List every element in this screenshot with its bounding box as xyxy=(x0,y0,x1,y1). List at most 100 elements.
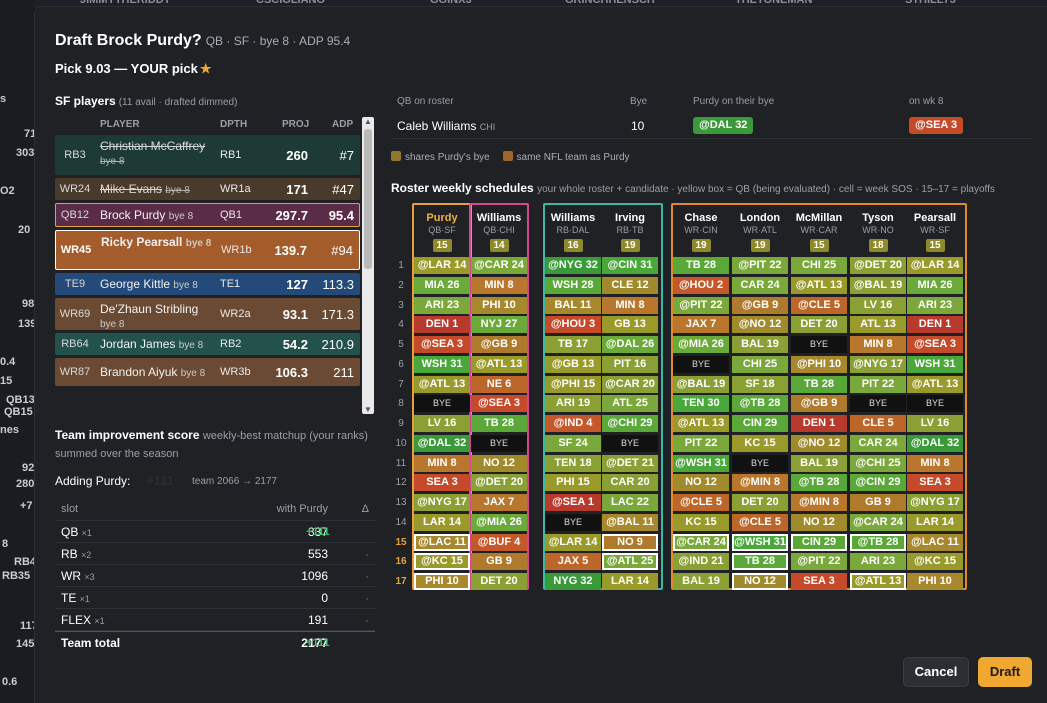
schedule-cell: @ATL 25 xyxy=(602,553,658,571)
player-proj: 297.7 xyxy=(275,207,308,223)
week-number: 16 xyxy=(395,556,407,568)
schedule-player-bye: 19 xyxy=(750,239,770,252)
week-number: 8 xyxy=(398,398,404,410)
bye-col-header: Bye xyxy=(630,96,648,107)
schedule-cell: CAR 24 xyxy=(850,434,906,452)
schedule-player-name: Williams xyxy=(550,212,596,224)
draft-button[interactable]: Draft xyxy=(978,657,1032,687)
scroll-thumb[interactable] xyxy=(364,129,372,269)
schedule-cell: @GB 9 xyxy=(471,336,527,353)
background-fragment: s xyxy=(0,93,7,105)
schedule-player-pos: RB·DAL xyxy=(556,225,590,235)
background-tab: STHILL73 xyxy=(905,0,956,6)
player-row[interactable]: WR87 Brandon Aiyuk bye 8 WR3b 106.3 211 xyxy=(55,358,360,386)
players-scrollbar[interactable]: ▲ ▼ xyxy=(362,117,374,414)
player-bye: bye 8 xyxy=(180,368,206,379)
slot-with-value: 553 xyxy=(307,547,328,561)
player-adp: 211 xyxy=(333,364,354,380)
player-name: Brock Purdy bye 8 xyxy=(100,208,194,222)
schedule-player-bye: 19 xyxy=(691,239,711,252)
schedule-cell: @GB 9 xyxy=(732,296,788,314)
schedule-cell: TB 17 xyxy=(545,336,601,353)
background-tab: GRINCHHENSCH xyxy=(565,0,655,6)
player-position: WR24 xyxy=(59,183,91,195)
schedule-cell: @CAR 20 xyxy=(602,375,658,393)
player-name: Ricky Pearsall bye 8 xyxy=(101,235,212,249)
schedule-cell: DET 20 xyxy=(471,573,527,590)
week-number: 6 xyxy=(398,358,404,370)
player-row[interactable]: TE9 George Kittle bye 8 TE1 127 113.3 xyxy=(55,273,360,295)
schedule-player-bye: 15 xyxy=(809,239,829,252)
schedule-cell: ARI 23 xyxy=(414,296,470,314)
background-fragment: 71 xyxy=(24,128,34,140)
schedule-cell: @WSH 31 xyxy=(673,454,729,472)
background-tab: CSCIGLIANO xyxy=(256,0,326,6)
schedule-cell: PHI 10 xyxy=(414,573,470,590)
schedule-player-name: McMillan xyxy=(795,212,843,224)
player-row[interactable]: WR24 Mike Evans bye 8 WR1a 171 #47 xyxy=(55,178,360,200)
week-number: 4 xyxy=(398,319,404,331)
schedule-cell: @SEA 3 xyxy=(907,336,963,353)
schedule-cell: @ATL 13 xyxy=(673,415,729,432)
player-row[interactable]: WR69 De'Zhaun Stribling bye 8 WR2a 93.1 171.… xyxy=(55,298,360,330)
player-row[interactable]: QB12 Brock Purdy bye 8 QB1 297.7 95.4 xyxy=(55,203,360,227)
schedule-cell: TB 28 xyxy=(471,415,527,432)
wk8-col-header: on wk 8 xyxy=(909,96,944,107)
schedule-cell: @MIA 26 xyxy=(673,336,729,353)
schedule-cell: ARI 19 xyxy=(545,395,601,413)
schedule-cell: @BAL 19 xyxy=(673,375,729,393)
slot-with-value: 337 xyxy=(307,525,328,539)
schedule-cell: LAR 14 xyxy=(414,513,470,531)
player-adp: #7 xyxy=(339,147,354,163)
improvement-row: FLEX ×1 191 · xyxy=(55,609,375,631)
schedule-cell: PIT 22 xyxy=(673,434,729,452)
schedule-cell: @DET 20 xyxy=(471,474,527,492)
improvement-row: TE ×1 0 · xyxy=(55,587,375,609)
background-fragment: 0.4 xyxy=(0,356,16,368)
schedule-player-bye: 14 xyxy=(489,239,509,252)
schedule-player-bye: 19 xyxy=(620,239,640,252)
player-name: George Kittle bye 8 xyxy=(100,277,198,291)
background-tab: JIMMYTHERIDDT xyxy=(80,0,171,6)
adding-value: +111 xyxy=(146,473,174,488)
schedule-cell: NYG 32 xyxy=(545,573,601,590)
schedule-cell: @CLE 5 xyxy=(673,494,729,511)
scroll-up-icon[interactable]: ▲ xyxy=(364,117,372,126)
schedule-cell: @CLE 5 xyxy=(732,513,788,531)
schedule-cell: @NYG 17 xyxy=(414,494,470,511)
schedule-cell: @CIN 31 xyxy=(602,257,658,274)
week-number: 10 xyxy=(395,437,407,449)
adding-label: Adding Purdy: xyxy=(55,474,131,488)
qb-roster-name: Caleb Williams CHI xyxy=(397,119,496,133)
player-row[interactable]: WR45 Ricky Pearsall bye 8 WR1b 139.7 #94 xyxy=(55,230,360,270)
schedule-player-bye: 18 xyxy=(868,239,888,252)
player-proj: 93.1 xyxy=(282,306,308,322)
player-row[interactable]: RB3 Christian McCaffrey bye 8 RB1 260 #7 xyxy=(55,135,360,175)
qb-col-header: QB on roster xyxy=(397,96,454,107)
schedule-cell: MIN 8 xyxy=(850,336,906,353)
schedule-cell: @LAC 11 xyxy=(907,533,963,551)
sf-players-list[interactable]: PLAYER DPTH PROJ ADP RB3 Christian McCaffrey … xyxy=(55,117,360,414)
player-adp: 113.3 xyxy=(322,276,354,292)
schedule-cell: @MIN 8 xyxy=(732,474,788,492)
slot-name: FLEX ×1 xyxy=(61,613,105,627)
player-row[interactable]: RB64 Jordan James bye 8 RB2 54.2 210.9 xyxy=(55,333,360,355)
slot-delta: +111 xyxy=(306,526,330,538)
improvement-heading: Team improvement score weekly-best match… xyxy=(55,428,368,442)
cancel-button[interactable]: Cancel xyxy=(903,657,969,687)
schedule-cell: @TB 28 xyxy=(850,533,906,551)
schedule-cell: @ATL 13 xyxy=(414,375,470,393)
qb-roster-row: Caleb Williams CHI 10 @DAL 32 @SEA 3 xyxy=(391,115,1031,139)
player-bye: bye 8 xyxy=(173,280,198,291)
player-name: Mike Evans bye 8 xyxy=(100,182,190,196)
background-fragment: RB35 xyxy=(2,570,31,582)
purdy-on-bye-pill: @DAL 32 xyxy=(693,117,754,134)
schedule-cell: @NYG 17 xyxy=(850,355,906,373)
total-with: 2177 xyxy=(301,636,328,650)
schedule-player-header: Williams RB·DAL 16 xyxy=(545,212,601,253)
schedule-cell: @PIT 22 xyxy=(791,553,847,571)
scroll-down-icon[interactable]: ▼ xyxy=(364,405,372,414)
player-adp: 171.3 xyxy=(321,306,354,322)
schedule-cell: PHI 15 xyxy=(545,474,601,492)
background-fragment: RB40 xyxy=(14,556,34,568)
